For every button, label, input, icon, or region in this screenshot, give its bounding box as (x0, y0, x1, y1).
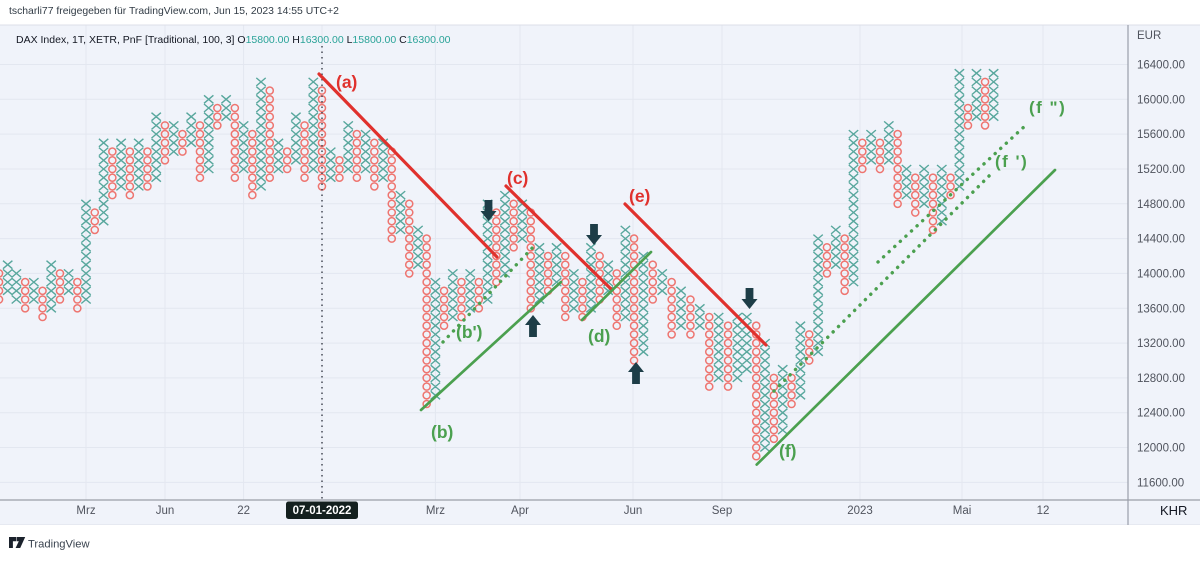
svg-text:12800.00: 12800.00 (1137, 373, 1185, 385)
svg-text:tscharli77 freigegeben für Tra: tscharli77 freigegeben für TradingView.c… (9, 6, 339, 17)
svg-text:Jun: Jun (624, 505, 643, 517)
svg-text:13600.00: 13600.00 (1137, 303, 1185, 315)
svg-text:(a): (a) (336, 72, 357, 92)
svg-text:14800.00: 14800.00 (1137, 199, 1185, 211)
svg-text:(f): (f) (779, 441, 796, 461)
svg-text:(b): (b) (431, 422, 453, 442)
svg-text:Apr: Apr (511, 505, 529, 517)
svg-text:(e): (e) (629, 186, 650, 206)
svg-text:15200.00: 15200.00 (1137, 164, 1185, 176)
svg-text:Mrz: Mrz (426, 505, 445, 517)
svg-text:Mai: Mai (953, 505, 972, 517)
svg-text:Mrz: Mrz (76, 505, 95, 517)
svg-text:(d): (d) (588, 326, 610, 346)
svg-text:14000.00: 14000.00 (1137, 268, 1185, 280)
svg-text:07-01-2022: 07-01-2022 (293, 505, 352, 517)
svg-text:16000.00: 16000.00 (1137, 94, 1185, 106)
svg-text:EUR: EUR (1137, 30, 1161, 42)
svg-text:Jun: Jun (156, 505, 175, 517)
svg-text:2023: 2023 (847, 505, 873, 517)
svg-text:12400.00: 12400.00 (1137, 408, 1185, 420)
svg-text:13200.00: 13200.00 (1137, 338, 1185, 350)
svg-text:12: 12 (1037, 505, 1050, 517)
svg-text:(f "): (f ") (1029, 98, 1066, 117)
svg-text:15600.00: 15600.00 (1137, 129, 1185, 141)
svg-text:16400.00: 16400.00 (1137, 60, 1185, 72)
svg-text:(c): (c) (507, 168, 528, 188)
svg-text:TradingView: TradingView (28, 539, 90, 551)
svg-text:14400.00: 14400.00 (1137, 234, 1185, 246)
svg-text:(b'): (b') (456, 322, 483, 342)
svg-text:11600.00: 11600.00 (1137, 477, 1184, 489)
svg-text:22: 22 (237, 505, 250, 517)
svg-text:Sep: Sep (712, 505, 732, 517)
svg-text:DAX Index, 1T, XETR, PnF [Trad: DAX Index, 1T, XETR, PnF [Traditional, 1… (16, 34, 451, 46)
svg-text:(f '): (f ') (995, 152, 1028, 171)
svg-text:12000.00: 12000.00 (1137, 443, 1185, 455)
svg-text:KHR: KHR (1160, 503, 1187, 518)
